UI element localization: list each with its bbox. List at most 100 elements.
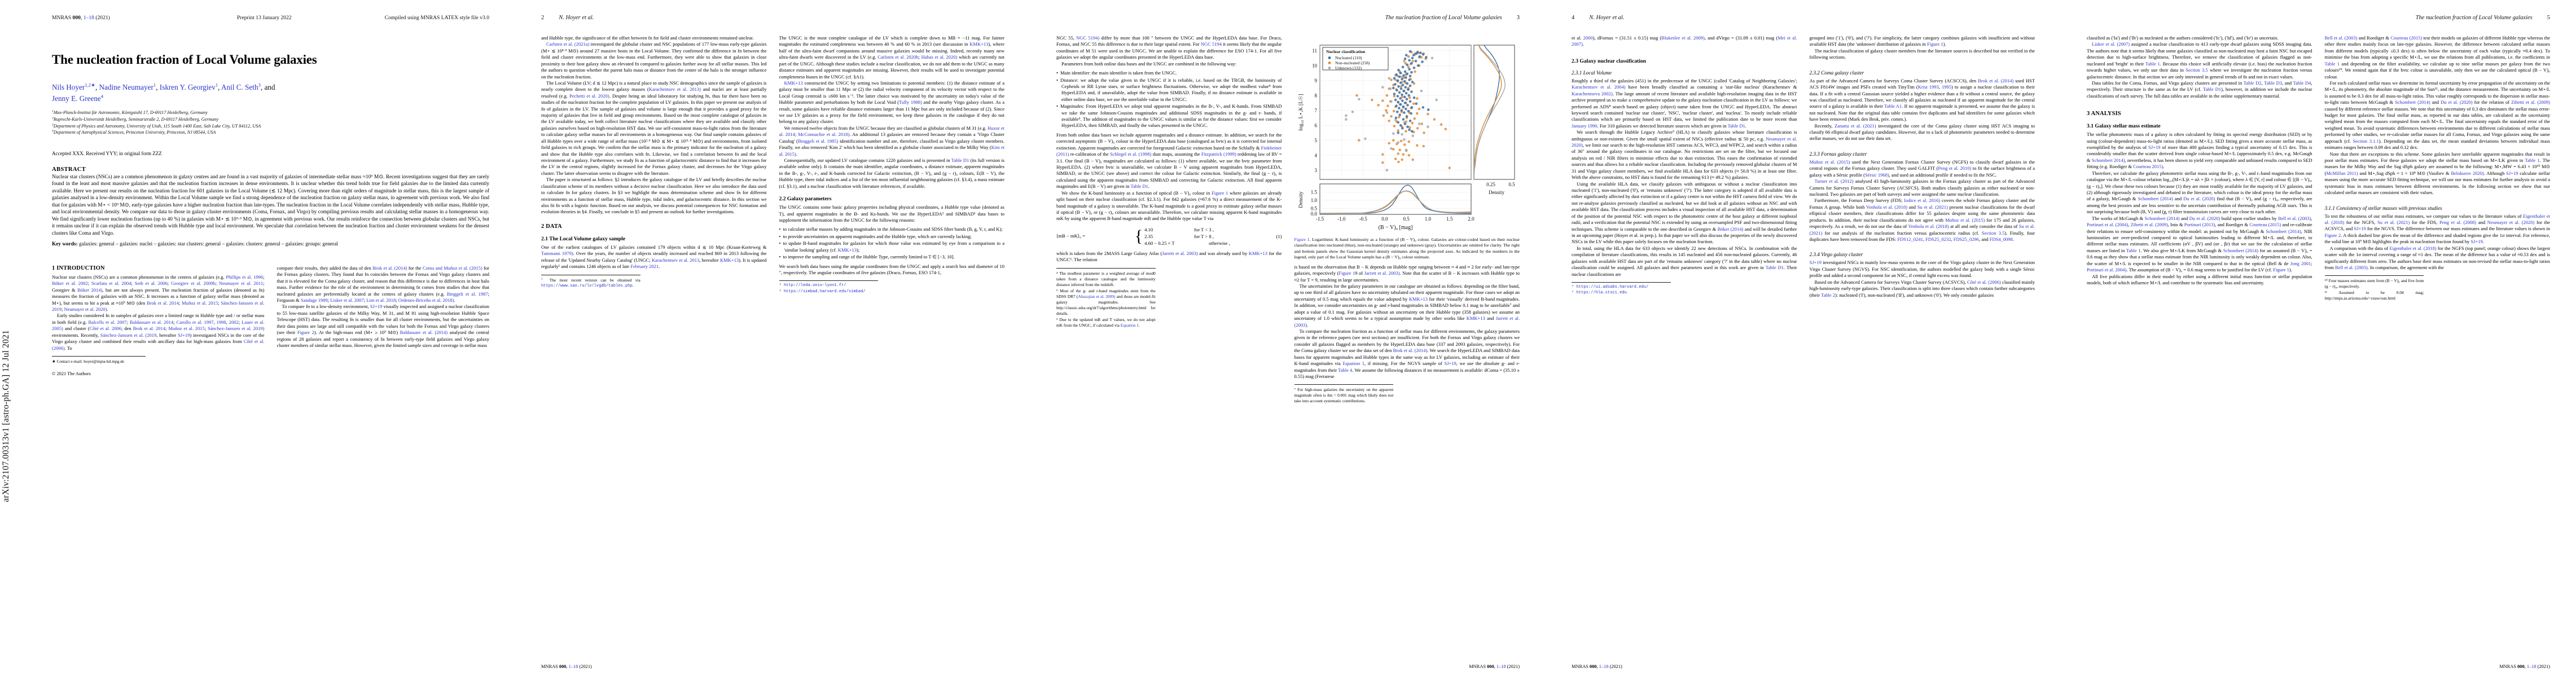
kde-non-nucleated	[1473, 45, 1502, 179]
right-kde-curves	[1473, 45, 1506, 179]
page-2-columns: and Hubble type, the significance of the…	[541, 35, 1004, 295]
paragraph: For each calculated stellar mass we dete…	[2324, 80, 2551, 151]
list-item: Distance: we adopt the value given in th…	[1056, 77, 1282, 103]
author-4: Anil C. Seth3	[221, 82, 261, 91]
svg-text:11: 11	[1312, 48, 1317, 54]
paragraph: NGC 55, NGC 5194) differ by more than 10…	[1056, 35, 1282, 60]
right-axis-ticks: 0.25 0.5 Density	[1486, 182, 1515, 195]
chart-legend: Nuclear classification Nucleated (110) N…	[1322, 47, 1388, 71]
footnote-rule: ⁴ The modbest parameter is a weighted av…	[1056, 267, 1156, 328]
figure-1-plot: 3 4 5 6 7 8 9 10 11 log₁₀ L⋆,K [L☉]	[1298, 45, 1515, 231]
equation-1: ⟨mB − mK⟩₀ = { 4.10 for T < 3 , 2.35 for T…	[1056, 227, 1282, 246]
list-item: to calculate stellar masses by adding ma…	[779, 226, 1005, 232]
accepted-line: Accepted XXX. Received YYY; in original …	[52, 150, 162, 156]
page-1-col-2: compare their results, they added the da…	[277, 265, 490, 376]
paragraph: Bell et al. (2003) and Roediger & Courte…	[2324, 35, 2551, 80]
page-2-col-2: The UNGC is the most complete catalogue …	[779, 35, 1005, 295]
page-4: 4 N. Hoyer et al. et al. 2000), dFornax …	[1546, 0, 2061, 677]
section-2-2-heading: 2.2 Galaxy parameters	[779, 196, 832, 203]
page-1-topline: MNRAS 000, 1–18 (2021) Preprint 13 Janua…	[52, 15, 489, 21]
series-nucleated	[1392, 50, 1429, 134]
author-5: Jenny E. Greene4	[52, 93, 104, 103]
kde-nucleated-bottom	[1319, 184, 1471, 214]
paragraph: To compare fn to a low-density environme…	[277, 304, 490, 349]
paragraph: The UNGC contains some basic galaxy prop…	[779, 204, 1005, 223]
footnote-10: ¹⁰ Four masses estimates stem from (B − …	[2324, 278, 2424, 289]
case-cond-1: for T < 3 ,	[1194, 226, 1214, 232]
page-1-columns: 1 INTRODUCTION Nuclear star clusters (NS…	[52, 265, 489, 376]
paragraph: and Hubble type, the significance of the…	[541, 35, 754, 41]
paragraph: The UNGC is the most complete catalogue …	[779, 35, 1005, 80]
page-footer: MNRAS 000, 1–18 (2021)	[1572, 664, 1622, 669]
running-title: The nucleation fraction of Local Volume …	[1385, 15, 1502, 21]
paragraph: The Local Volume (LV; d ≲ 12 Mpc) is a n…	[541, 80, 767, 176]
section-2-3-3-heading: 2.3.3 Fornax galaxy cluster	[1809, 151, 1867, 157]
section-2-1-heading: 2.1 The Local Volume galaxy sample	[541, 235, 626, 242]
bottom-y-ticks: 0.00.5 1.0 1.5	[1310, 189, 1317, 217]
paragraph: One of the earliest catalogues of LV gal…	[541, 244, 767, 270]
paragraph: To compare the nucleation fraction as a …	[1294, 328, 1520, 379]
page-4-col-2: grouped into ('1'), ('0'), and ('?'). Fo…	[1810, 35, 2035, 298]
paragraph: Consequentially, our updated LV catalogu…	[779, 157, 1005, 189]
list-item: to update B-band magnitudes for galaxies…	[779, 240, 1004, 253]
footnote-9[interactable]: ⁹ https://hla.stsci.edu	[1572, 291, 1627, 296]
right-marginal-frame	[1473, 45, 1515, 180]
page-number: 5	[2547, 15, 2550, 21]
legend-entry-non-nucleated: Non-nucleated (258)	[1335, 60, 1370, 65]
affiliation-2: 2Ruprecht-Karls-Universität Heidelberg, …	[52, 116, 219, 122]
svg-text:2.0: 2.0	[1468, 216, 1474, 222]
page-number: 4	[1572, 15, 1575, 21]
paragraph: As part of the Advanced Camera for Surve…	[1809, 77, 2035, 122]
arxiv-stamp: arXiv:2107.00313v1 [astro-ph.GA] 12 Jul …	[1, 330, 11, 502]
case-value-1: 4.10	[1144, 226, 1153, 232]
galaxy-parameter-reasons: to calculate stellar masses by adding ma…	[779, 226, 1005, 260]
page-footer: MNRAS 000, 1–18 (2021)	[1469, 664, 1520, 669]
footnote-url[interactable]: https://www.sao.ru/lv/lvgdb/tables.php	[541, 284, 633, 289]
compiled-note: Compiled using MNRAS LATEX style file v3…	[384, 15, 489, 21]
svg-text:-1.0: -1.0	[1337, 216, 1346, 222]
paragraph: Note that there are exceptions to this s…	[2324, 151, 2551, 196]
grid-vertical	[1319, 45, 1471, 179]
footnote-rule: ⁸ https://ui.adsabs.harvard.edu/ ⁹ https…	[1572, 282, 1671, 296]
footnote-4: ⁴ The modbest parameter is a weighted av…	[1056, 270, 1156, 287]
paragraph: Turner et al. (2012) analysed 43 high-lu…	[1809, 178, 2035, 197]
paragraph: The nuclear classification of galaxy clu…	[1809, 47, 2035, 60]
paragraph: Based on the Advanced Camera for Surveys…	[1809, 279, 2035, 298]
legend-entry-unknown: Unknown (132)	[1335, 65, 1362, 71]
running-head-page-2: 2 N. Hoyer et al.	[541, 15, 1004, 27]
affiliation-4: 4Department of Astrophysical Sciences, P…	[52, 129, 216, 135]
page-5-col-1: classified as ('Ia') and ('Ib') as nucle…	[2087, 35, 2312, 302]
paragraph: Parameters from both online data bases a…	[1061, 60, 1237, 67]
list-item: to provide uncertainties on apparent mag…	[779, 234, 1005, 240]
section-data-heading: 2 DATA	[541, 223, 562, 230]
affiliation-1: 1Max-Planck-Institut für Astronomie, Kön…	[52, 109, 208, 116]
footnote-3[interactable]: ³ https://simbad.harvard.edu/simbad/	[779, 289, 866, 294]
footnote-2[interactable]: ² http://leda.univ-lyon1.fr/	[779, 283, 846, 288]
section-2-3-1-heading: 2.3.1 Local Volume	[1572, 69, 1612, 76]
running-authors: N. Hoyer et al.	[559, 15, 594, 21]
footnote-rule: ⁷ For high-mass galaxies the uncertainty…	[1294, 384, 1394, 404]
page-title: The nucleation fraction of Local Volume …	[52, 52, 317, 67]
svg-text:0.0: 0.0	[1381, 216, 1388, 222]
paragraph: Early studies considered fn in samples o…	[52, 313, 265, 351]
footnote-7: ⁷ For high-mass galaxies the uncertainty…	[1294, 387, 1394, 404]
page-3-columns: NGC 55, NGC 5194) differ by more than 10…	[1056, 35, 1520, 405]
paragraph: Roughly a third of the galaxies (451) in…	[1572, 77, 1797, 129]
page-3-col-1: NGC 55, NGC 5194) differ by more than 10…	[1056, 35, 1282, 405]
page-3: The nucleation fraction of Local Volume …	[1030, 0, 1546, 677]
author-3: Iskren Y. Georgiev1	[159, 82, 218, 91]
svg-text:8: 8	[1314, 93, 1317, 98]
section-3-1-heading: 3.1 Galaxy stellar mass estimate	[2087, 123, 2161, 130]
y-axis-ticks: 3 4 5 6 7 8 9 10 11	[1312, 48, 1318, 173]
page-2: 2 N. Hoyer et al. and Hubble type, the s…	[515, 0, 1030, 677]
svg-text:4: 4	[1314, 152, 1317, 158]
paragraph: From both online data bases we include a…	[1056, 131, 1282, 190]
section-3-1-1-heading: 3.1.1 Consistency of stellar masses with…	[2324, 205, 2442, 211]
section-2-3-heading: 2.3 Galaxy nuclear classification	[1572, 58, 1646, 64]
figure-1: 3 4 5 6 7 8 9 10 11 log₁₀ L⋆,K [L☉]	[1294, 36, 1520, 261]
paragraph: We show the K-band luminosity as a funct…	[1056, 190, 1282, 222]
svg-text:6: 6	[1314, 122, 1317, 128]
keywords-label: Key words:	[52, 241, 78, 248]
footnote-8[interactable]: ⁸ https://ui.adsabs.harvard.edu/	[1572, 284, 1649, 289]
